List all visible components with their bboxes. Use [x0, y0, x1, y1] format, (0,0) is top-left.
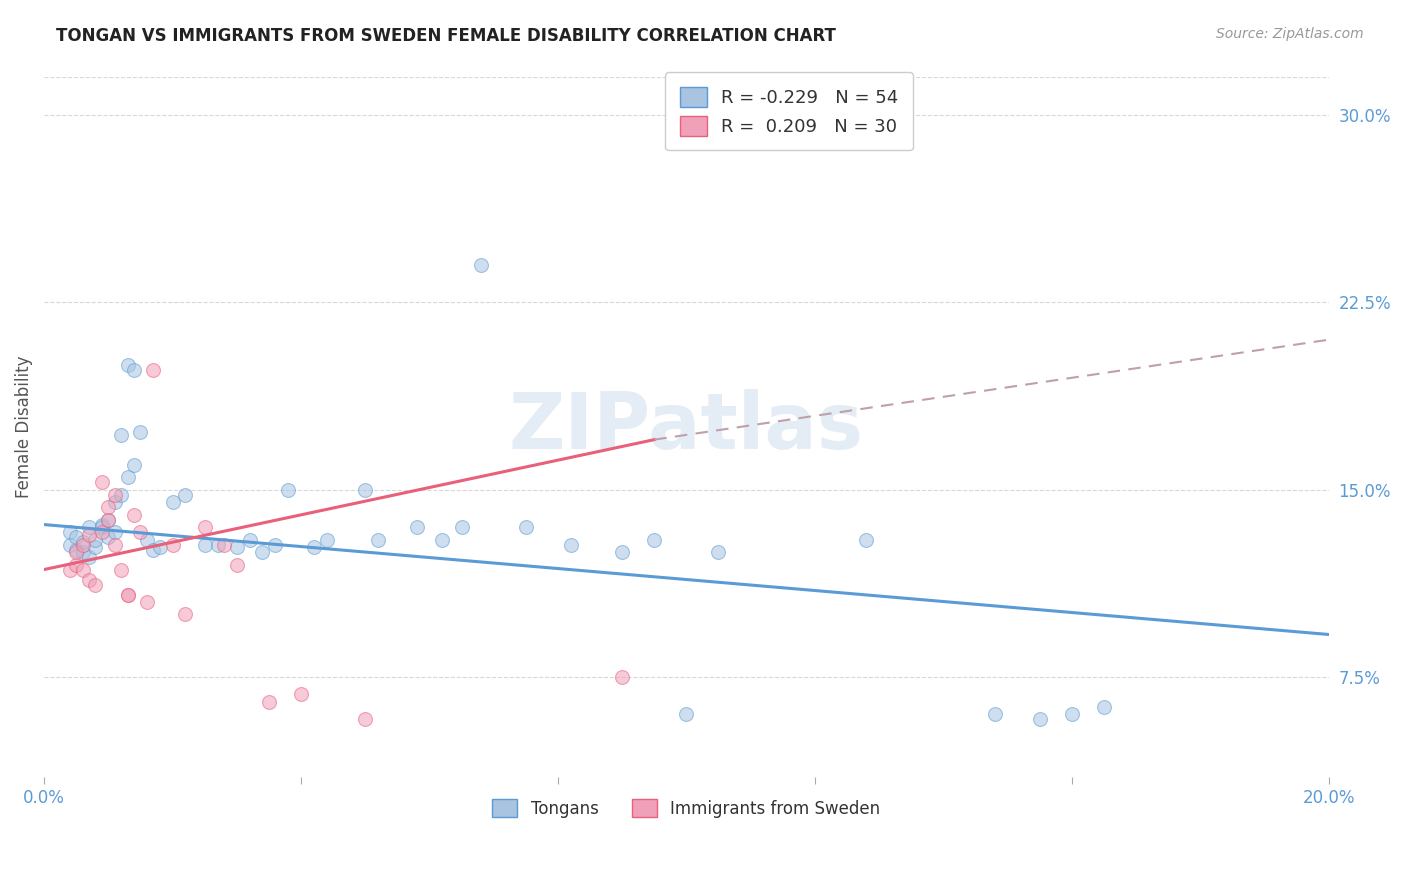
- Point: [1092, 700, 1115, 714]
- Point: [90, 520, 112, 534]
- Point: [59, 537, 82, 551]
- Text: ZIPatlas: ZIPatlas: [509, 389, 863, 465]
- Point: [354, 483, 377, 497]
- Point: [122, 458, 145, 472]
- Point: [610, 670, 633, 684]
- Point: [72, 545, 94, 559]
- Point: [257, 695, 280, 709]
- Point: [97, 500, 120, 514]
- Point: [110, 562, 132, 576]
- Point: [129, 425, 152, 439]
- Point: [405, 520, 427, 534]
- Point: [194, 520, 217, 534]
- Point: [59, 524, 82, 539]
- Point: [84, 577, 107, 591]
- Point: [212, 537, 235, 551]
- Point: [129, 524, 152, 539]
- Point: [97, 512, 120, 526]
- Point: [470, 258, 492, 272]
- Point: [610, 545, 633, 559]
- Point: [117, 470, 139, 484]
- Point: [1060, 707, 1083, 722]
- Point: [983, 707, 1005, 722]
- Point: [252, 545, 274, 559]
- Point: [77, 573, 100, 587]
- Point: [110, 487, 132, 501]
- Point: [855, 533, 877, 547]
- Legend: Tongans, Immigrants from Sweden: Tongans, Immigrants from Sweden: [485, 792, 887, 824]
- Point: [142, 362, 165, 376]
- Point: [162, 537, 184, 551]
- Point: [367, 533, 389, 547]
- Point: [90, 524, 112, 539]
- Point: [302, 540, 325, 554]
- Point: [432, 533, 454, 547]
- Point: [65, 545, 87, 559]
- Point: [194, 537, 217, 551]
- Point: [110, 427, 132, 442]
- Point: [84, 533, 107, 547]
- Point: [104, 487, 127, 501]
- Text: TONGAN VS IMMIGRANTS FROM SWEDEN FEMALE DISABILITY CORRELATION CHART: TONGAN VS IMMIGRANTS FROM SWEDEN FEMALE …: [56, 27, 837, 45]
- Point: [90, 517, 112, 532]
- Point: [117, 587, 139, 601]
- Point: [450, 520, 472, 534]
- Point: [72, 535, 94, 549]
- Point: [77, 520, 100, 534]
- Point: [239, 533, 262, 547]
- Point: [174, 487, 197, 501]
- Point: [117, 358, 139, 372]
- Point: [77, 527, 100, 541]
- Y-axis label: Female Disability: Female Disability: [15, 356, 32, 499]
- Point: [84, 540, 107, 554]
- Point: [1028, 713, 1050, 727]
- Point: [675, 707, 697, 722]
- Point: [315, 533, 337, 547]
- Text: Source: ZipAtlas.com: Source: ZipAtlas.com: [1216, 27, 1364, 41]
- Point: [97, 530, 120, 544]
- Point: [643, 533, 665, 547]
- Point: [149, 540, 172, 554]
- Point: [290, 688, 312, 702]
- Point: [65, 558, 87, 572]
- Point: [104, 524, 127, 539]
- Point: [174, 607, 197, 622]
- Point: [225, 540, 247, 554]
- Point: [135, 595, 157, 609]
- Point: [135, 533, 157, 547]
- Point: [142, 542, 165, 557]
- Point: [72, 562, 94, 576]
- Point: [162, 495, 184, 509]
- Point: [65, 530, 87, 544]
- Point: [97, 512, 120, 526]
- Point: [515, 520, 537, 534]
- Point: [207, 537, 229, 551]
- Point: [560, 537, 582, 551]
- Point: [117, 587, 139, 601]
- Point: [225, 558, 247, 572]
- Point: [72, 537, 94, 551]
- Point: [707, 545, 730, 559]
- Point: [122, 362, 145, 376]
- Point: [264, 537, 287, 551]
- Point: [354, 713, 377, 727]
- Point: [77, 549, 100, 564]
- Point: [122, 508, 145, 522]
- Point: [104, 495, 127, 509]
- Point: [104, 537, 127, 551]
- Point: [277, 483, 299, 497]
- Point: [90, 475, 112, 489]
- Point: [65, 542, 87, 557]
- Point: [59, 562, 82, 576]
